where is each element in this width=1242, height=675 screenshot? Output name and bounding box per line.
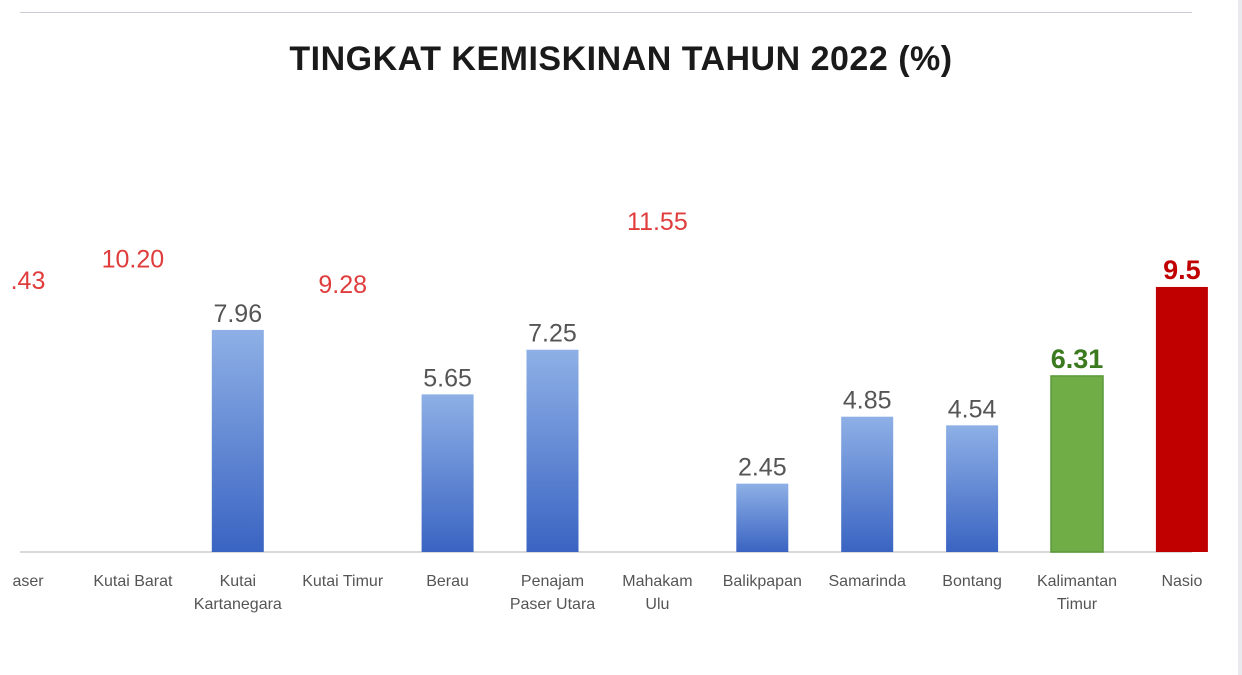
right-edge-strip — [1238, 0, 1242, 675]
bar-penajam-paser-utara — [526, 349, 579, 552]
category-label-kutai-timur: Kutai Timur — [302, 573, 384, 590]
category-label-balikpapan: Balikpapan — [723, 573, 802, 590]
value-label-aser: .43 — [11, 267, 46, 295]
value-label-kutai-kartanegara: 7.96 — [213, 300, 262, 328]
bar-berau — [421, 394, 474, 552]
category-label-kalimantan-timur: Kalimantan Timur — [1037, 573, 1117, 613]
bar-kutai-kartanegara — [211, 329, 264, 552]
value-label-penajam-paser-utara: 7.25 — [528, 320, 577, 348]
value-label-kalimantan-timur: 6.31 — [1051, 344, 1104, 374]
value-label-berau: 5.65 — [423, 364, 472, 392]
bar-bontang — [946, 425, 999, 552]
value-label-nasio: 9.5 — [1163, 255, 1201, 285]
category-labels-group: aser Kutai Barat Kutai Kartanegara Kutai Tim… — [12, 573, 1202, 613]
bars-group — [211, 286, 1208, 553]
value-labels-group: .43 10.20 7.96 9.28 5.65 7.25 11.55 2.45 4.85 4.5… — [11, 208, 1201, 482]
value-label-kutai-timur: 9.28 — [318, 271, 367, 299]
value-label-samarinda: 4.85 — [843, 387, 892, 415]
category-label-mahakam-ulu: Mahakam Ulu — [622, 573, 692, 613]
bar-nasio — [1155, 286, 1208, 552]
bar-balikpapan — [736, 483, 789, 552]
category-label-samarinda: Samarinda — [829, 573, 906, 590]
value-label-balikpapan: 2.45 — [738, 454, 787, 482]
category-label-nasio: Nasio — [1161, 573, 1202, 590]
top-divider — [20, 12, 1192, 13]
value-label-kutai-barat: 10.20 — [102, 245, 165, 273]
bar-kalimantan-timur — [1050, 375, 1104, 553]
value-label-mahakam-ulu: 11.55 — [627, 208, 688, 236]
category-label-kutai-barat: Kutai Barat — [93, 573, 173, 590]
category-label-bontang: Bontang — [942, 573, 1002, 590]
category-label-kutai-kartanegara: Kutai Kartanegara — [194, 573, 282, 613]
category-label-aser: aser — [12, 573, 44, 590]
category-label-penajam-paser-utara: Penajam Paser Utara — [510, 573, 595, 613]
bar-samarinda — [841, 416, 894, 552]
category-label-berau: Berau — [426, 573, 469, 590]
chart-title: TINGKAT KEMISKINAN TAHUN 2022 (%) — [289, 40, 953, 78]
value-label-bontang: 4.54 — [948, 395, 997, 423]
